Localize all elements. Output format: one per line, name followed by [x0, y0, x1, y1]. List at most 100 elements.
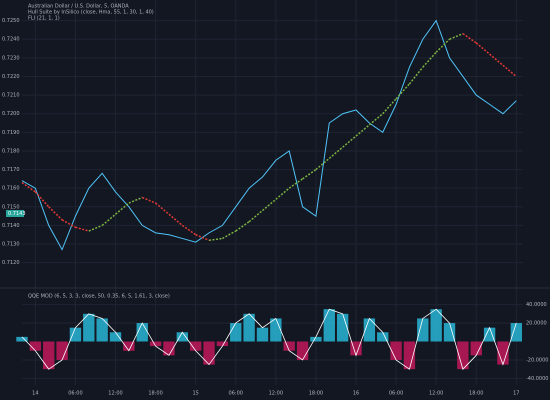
- oscillator-bar: [216, 341, 229, 347]
- x-tick-label: 14: [32, 391, 38, 397]
- oscillator-bar: [443, 323, 456, 342]
- chart-title: Australian Dollar / U.S. Dollar, 5, OAND…: [28, 4, 129, 10]
- hull-segment: [288, 178, 303, 189]
- oscillator-bar: [243, 313, 255, 342]
- hull-segment: [101, 213, 117, 226]
- oscillator-bar: [109, 332, 122, 342]
- oscillator-bar: [323, 309, 335, 342]
- y-tick-label: 0.7200: [2, 111, 20, 117]
- hull-segment: [328, 146, 344, 159]
- x-tick-label: 06:00: [68, 391, 82, 397]
- y-tick-label: 0.7240: [2, 37, 20, 43]
- hull-segment: [261, 198, 277, 212]
- oscillator-bar: [136, 323, 148, 342]
- hull-segment: [355, 124, 370, 137]
- oscillator-bar: [203, 341, 215, 365]
- oscillator-line: [21, 308, 517, 370]
- oscillator-bar: [310, 336, 322, 342]
- y-tick-label: 0.7120: [2, 260, 20, 266]
- hull-segment: [502, 64, 517, 78]
- hull-segment: [302, 168, 317, 180]
- x-tick-label: 06:00: [389, 391, 403, 397]
- hull-segment: [248, 209, 263, 223]
- x-tick-label: 15: [192, 391, 198, 397]
- y-tick-label: 0.7140: [2, 223, 20, 229]
- hull-segment: [75, 226, 90, 232]
- oscillator-bar: [510, 323, 522, 342]
- hull-segment: [88, 224, 103, 232]
- price-line: [21, 19, 517, 251]
- oscillator-bar: [163, 341, 175, 356]
- x-tick-label: 16: [353, 391, 359, 397]
- y-tick-label: 0.7130: [2, 242, 20, 248]
- hull-segment: [195, 234, 210, 242]
- hull-segment: [155, 202, 170, 215]
- oscillator-bar: [350, 341, 362, 356]
- hull-segment: [489, 53, 504, 66]
- oscillator-bar: [430, 309, 442, 342]
- oscillator-bar: [470, 341, 482, 356]
- y-tick-label: 0.7180: [2, 148, 20, 154]
- oscillator-bar: [457, 341, 469, 370]
- oscillator-bar: [296, 341, 309, 360]
- oscillator-bar: [123, 341, 135, 351]
- oscillator-title: QQE MOD (6, 5, 3, 3, close, 50, 0.35, 6,…: [28, 294, 170, 300]
- y-tick-label: 0.7210: [2, 93, 20, 99]
- oscillator-bar: [390, 341, 402, 360]
- y-tick-label: 0.7160: [2, 186, 20, 192]
- hull-segment: [368, 113, 384, 126]
- hull-segment: [208, 237, 223, 242]
- oscillator-bar: [256, 327, 269, 342]
- hull-segment: [475, 42, 491, 55]
- y-tick-label: 40.0000: [526, 302, 547, 308]
- oscillator-bar: [230, 323, 242, 342]
- y-tick-label: 0.7190: [2, 130, 20, 136]
- oscillator-bar: [403, 341, 416, 370]
- chart-subtitle: Hull Suite by InSilico (close, Hma, 55, …: [28, 10, 154, 16]
- oscillator-bar: [83, 313, 95, 342]
- hull-segment: [128, 196, 143, 204]
- hull-segment: [315, 157, 330, 171]
- oscillator-bar: [363, 318, 376, 342]
- oscillator-bar: [336, 313, 349, 342]
- y-tick-label: 0.7220: [2, 74, 20, 80]
- x-tick-label: 12:00: [269, 391, 283, 397]
- hull-segment: [449, 32, 464, 40]
- oscillator-bar: [483, 327, 496, 342]
- oscillator-bar: [283, 341, 295, 351]
- y-tick-label: 0.7230: [2, 55, 20, 61]
- x-tick-label: 12:00: [108, 391, 122, 397]
- hull-segment: [141, 196, 156, 204]
- oscillator-bar: [43, 341, 55, 370]
- x-tick-label: 18:00: [309, 391, 323, 397]
- hull-segment: [435, 38, 451, 53]
- hull-segment: [115, 202, 130, 215]
- hull-segment: [168, 213, 183, 226]
- price-tag-label: 0.7143: [8, 211, 26, 217]
- oscillator-bar: [190, 341, 202, 351]
- oscillator-bar: [176, 332, 188, 342]
- y-tick-label: 0.7250: [2, 18, 20, 24]
- hull-segment: [21, 181, 36, 193]
- y-tick-label: 20.0000: [526, 321, 547, 327]
- y-tick-label: 0.7150: [2, 204, 20, 210]
- hull-segment: [48, 206, 63, 221]
- hull-segment: [61, 219, 76, 228]
- y-tick-label: -20.0000: [526, 357, 548, 363]
- y-tick-label: -40.0000: [526, 376, 548, 382]
- hull-segment: [222, 230, 237, 240]
- oscillator-bar: [149, 341, 162, 347]
- x-tick-label: 12:00: [429, 391, 443, 397]
- oscillator-bar: [497, 341, 509, 365]
- annotation: FLI (21, 1, 1): [28, 16, 60, 22]
- y-tick-label: 0.7170: [2, 167, 20, 173]
- hull-segment: [235, 221, 250, 232]
- oscillator-bar: [69, 327, 82, 342]
- hull-segment: [462, 33, 477, 44]
- oscillator-bar: [96, 318, 108, 342]
- price-tag: [6, 210, 24, 217]
- x-tick-label: 17: [513, 391, 519, 397]
- x-tick-label: 18:00: [469, 391, 483, 397]
